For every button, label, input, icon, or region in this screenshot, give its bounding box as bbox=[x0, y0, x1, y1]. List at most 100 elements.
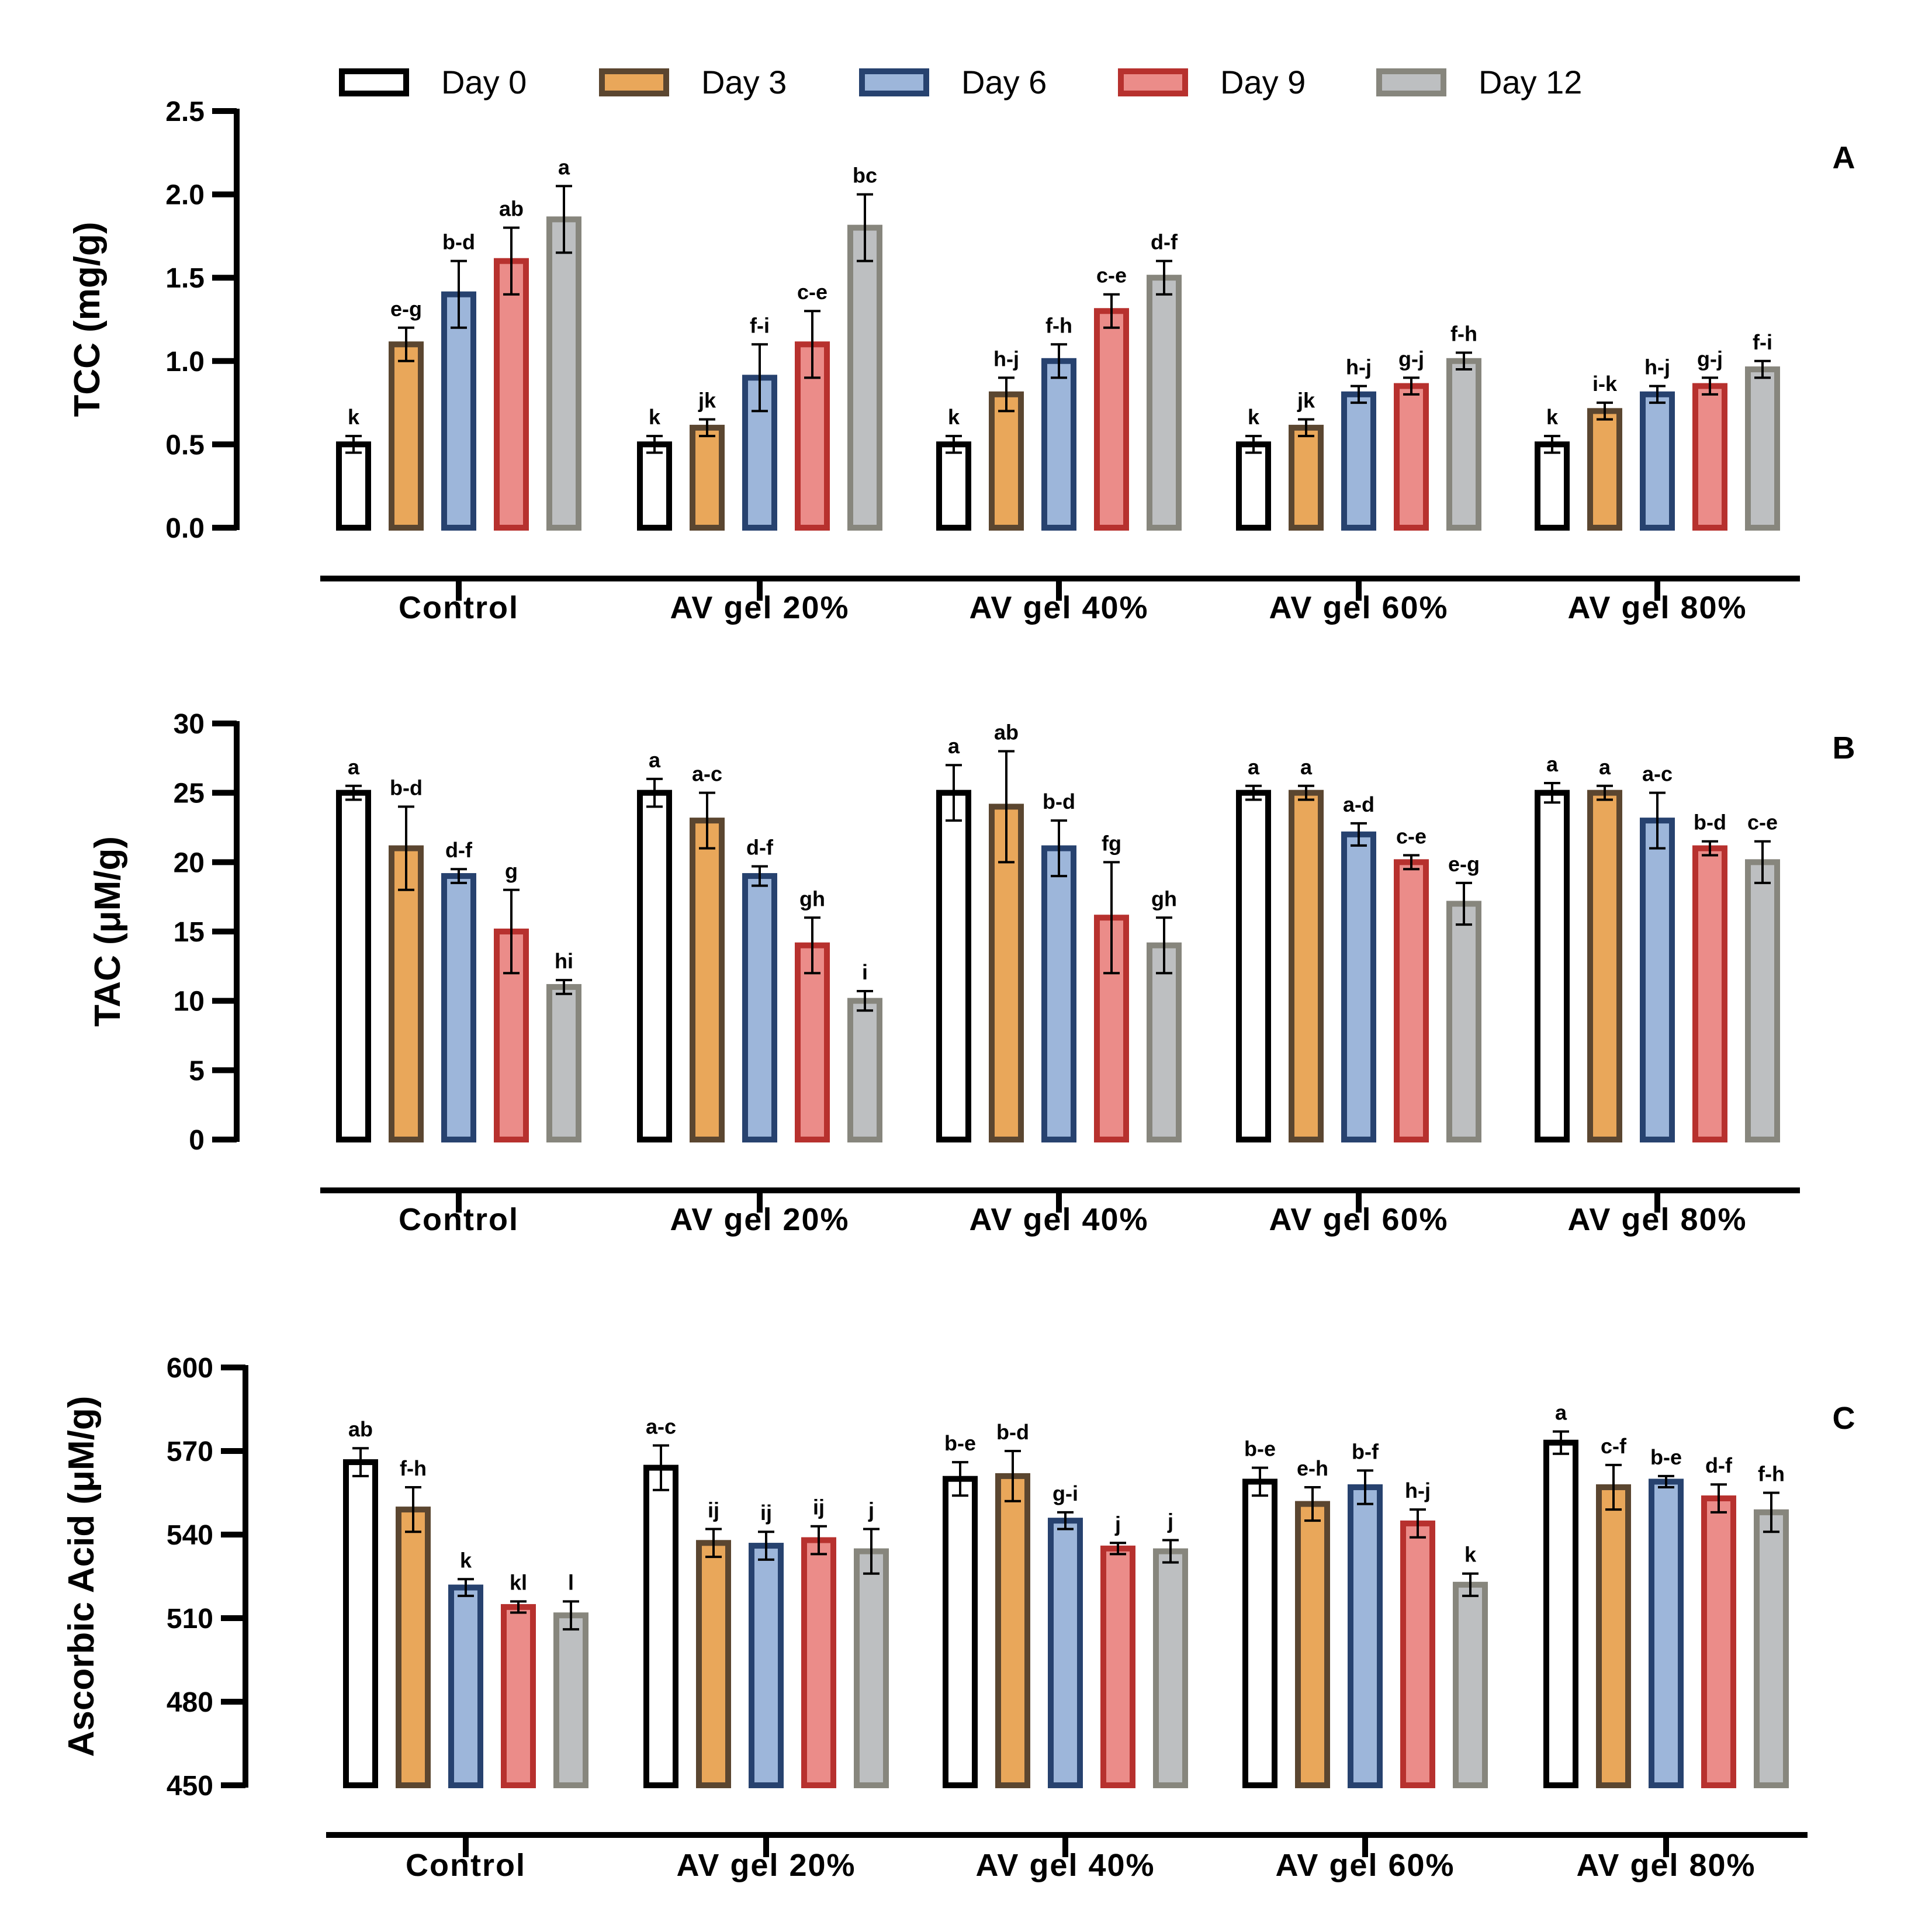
significance-letter: a bbox=[1555, 1401, 1567, 1425]
bar-day-0 bbox=[1535, 789, 1570, 1142]
bar-day-9 bbox=[1692, 845, 1727, 1142]
significance-letter: j bbox=[1167, 1509, 1173, 1533]
bar-day-12 bbox=[546, 216, 581, 531]
panel-B: 0 5 10 15 20 25 30 TAC (μM/g) B Control AV gel 20%… bbox=[88, 709, 1855, 1237]
significance-letter: l bbox=[568, 1570, 574, 1594]
significance-letter: b-e bbox=[1244, 1437, 1276, 1461]
bar-day-6 bbox=[1341, 391, 1376, 531]
significance-letter: g-j bbox=[1398, 347, 1424, 370]
bar-day-0 bbox=[1543, 1439, 1578, 1788]
significance-letter: j bbox=[1114, 1512, 1121, 1536]
bar-day-6 bbox=[1041, 845, 1076, 1142]
significance-letter: k bbox=[460, 1548, 472, 1572]
significance-letter: k bbox=[1546, 405, 1559, 429]
y-tick-label: 480 bbox=[167, 1687, 213, 1718]
x-category-label: Control bbox=[399, 590, 519, 625]
significance-letter: d-f bbox=[1151, 230, 1178, 254]
y-tick-label: 0.0 bbox=[165, 513, 205, 544]
bar-day-3 bbox=[1587, 408, 1622, 531]
significance-letter: i bbox=[862, 960, 868, 984]
legend-swatch-day-3 bbox=[599, 68, 669, 96]
significance-letter: b-d bbox=[996, 1420, 1029, 1444]
significance-letter: kl bbox=[510, 1570, 527, 1594]
significance-letter: e-g bbox=[390, 297, 422, 321]
significance-letter: k bbox=[649, 405, 661, 429]
significance-letter: a-c bbox=[1642, 762, 1673, 786]
bar-day-6 bbox=[1048, 1518, 1083, 1789]
significance-letter: e-g bbox=[1448, 852, 1480, 876]
x-category-label: AV gel 80% bbox=[1567, 1202, 1747, 1237]
legend-label: Day 0 bbox=[441, 64, 527, 101]
significance-letter: c-f bbox=[1601, 1434, 1627, 1458]
y-tick-label: 570 bbox=[167, 1436, 213, 1467]
y-tick-label: 2.5 bbox=[165, 96, 205, 127]
bar-day-6 bbox=[441, 873, 476, 1142]
bar-day-12 bbox=[1446, 901, 1481, 1142]
bar-day-3 bbox=[396, 1507, 431, 1789]
bar-day-12 bbox=[553, 1612, 588, 1789]
bar-day-9 bbox=[1692, 383, 1727, 531]
bar-day-3 bbox=[1289, 424, 1324, 531]
bar-day-12 bbox=[1153, 1548, 1188, 1789]
significance-letter: b-d bbox=[1694, 811, 1726, 834]
bar-day-6 bbox=[1649, 1478, 1684, 1788]
bar-day-12 bbox=[854, 1548, 889, 1789]
significance-letter: b-d bbox=[442, 230, 475, 254]
bar-day-6 bbox=[448, 1584, 483, 1788]
significance-letter: f-h bbox=[1450, 322, 1477, 346]
y-tick-label: 0 bbox=[189, 1125, 205, 1156]
significance-letter: gh bbox=[1151, 887, 1177, 910]
x-category-label: AV gel 20% bbox=[676, 1848, 856, 1883]
significance-letter: k bbox=[1248, 405, 1260, 429]
significance-letter: c-e bbox=[1396, 824, 1427, 848]
significance-letter: i-k bbox=[1592, 372, 1618, 396]
bar-day-9 bbox=[1400, 1520, 1435, 1789]
significance-letter: b-e bbox=[944, 1431, 976, 1455]
y-tick-label: 1.0 bbox=[165, 347, 205, 378]
x-category-label: AV gel 60% bbox=[1269, 590, 1448, 625]
y-tick-label: 15 bbox=[174, 917, 205, 948]
x-category-label: AV gel 40% bbox=[975, 1848, 1155, 1883]
y-tick-label: 510 bbox=[167, 1604, 213, 1635]
bar-day-9 bbox=[1394, 383, 1429, 531]
significance-letter: b-e bbox=[1650, 1445, 1682, 1469]
panel-A: 0.0 0.5 1.0 1.5 2.0 2.5 TCC (mg/g) A Control AV g… bbox=[67, 96, 1855, 625]
legend-label: Day 6 bbox=[961, 64, 1047, 101]
bar-day-9 bbox=[494, 258, 529, 531]
significance-letter: jk bbox=[1297, 389, 1315, 413]
significance-letter: a bbox=[1546, 752, 1559, 776]
x-category-label: AV gel 80% bbox=[1576, 1848, 1756, 1883]
y-tick-label: 1.5 bbox=[165, 263, 205, 294]
significance-letter: gh bbox=[799, 887, 825, 910]
bar-day-0 bbox=[643, 1464, 678, 1789]
bar-day-0 bbox=[936, 789, 971, 1142]
bar-day-3 bbox=[1596, 1484, 1631, 1788]
panel-letter: A bbox=[1833, 140, 1855, 175]
significance-letter: k bbox=[348, 405, 360, 429]
bar-day-9 bbox=[801, 1537, 836, 1789]
bar-day-0 bbox=[936, 441, 971, 531]
legend-swatch-day-6 bbox=[859, 68, 929, 96]
bar-day-0 bbox=[343, 1459, 378, 1788]
significance-letter: a bbox=[1248, 755, 1260, 779]
bar-day-12 bbox=[1446, 358, 1481, 531]
significance-letter: d-f bbox=[746, 835, 774, 859]
bar-day-12 bbox=[1453, 1581, 1488, 1789]
bar-day-9 bbox=[795, 942, 830, 1142]
significance-letter: f-h bbox=[1045, 313, 1072, 337]
significance-letter: ab bbox=[348, 1417, 373, 1441]
panel-C: 450 480 510 540 570 600 Ascorbic Acid (μM/g) C C… bbox=[61, 1353, 1855, 1883]
significance-letter: a bbox=[1300, 755, 1313, 779]
bar-day-3 bbox=[690, 818, 725, 1142]
significance-letter: g-i bbox=[1052, 1481, 1078, 1505]
bar-day-9 bbox=[501, 1604, 536, 1789]
bar-day-3 bbox=[1587, 789, 1622, 1142]
bar-day-3 bbox=[995, 1473, 1030, 1788]
bar-day-6 bbox=[1640, 818, 1675, 1142]
bar-day-0 bbox=[1236, 789, 1271, 1142]
significance-letter: a-c bbox=[646, 1414, 676, 1438]
bar-day-3 bbox=[1289, 789, 1324, 1142]
bar-day-6 bbox=[749, 1543, 784, 1788]
y-tick-label: 5 bbox=[189, 1055, 205, 1086]
